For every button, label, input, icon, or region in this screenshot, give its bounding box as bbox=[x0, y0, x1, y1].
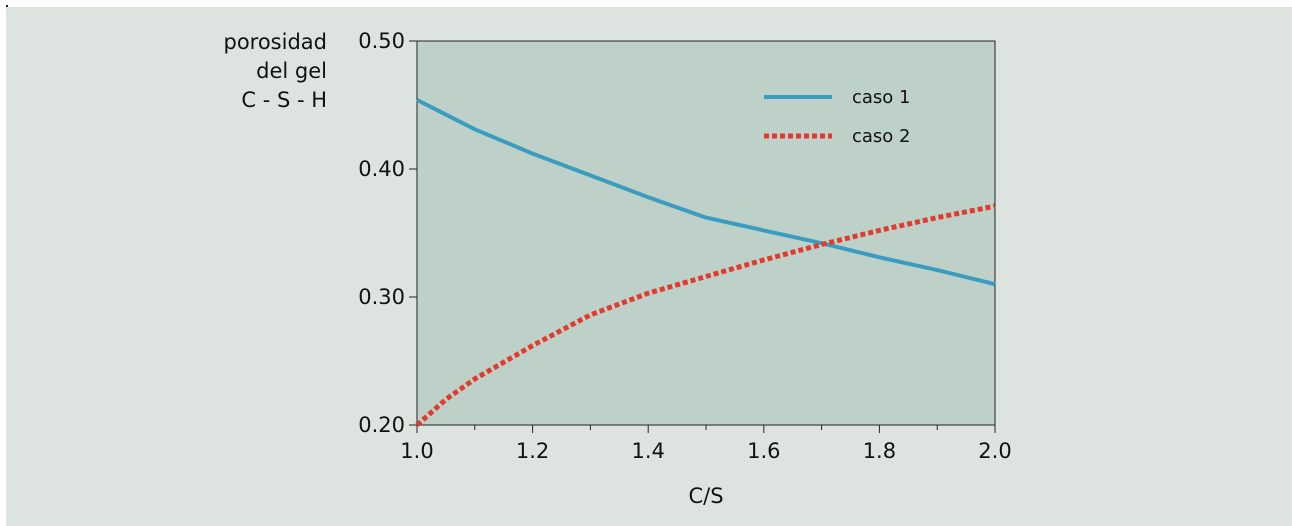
x-tick-label: 1.6 bbox=[747, 439, 780, 463]
y-axis-title: porosidad del gel C - S - H bbox=[223, 30, 327, 112]
x-tick-label: 1.0 bbox=[400, 439, 433, 463]
y-axis-title-line-3: C - S - H bbox=[241, 88, 327, 112]
series-layer bbox=[415, 98, 996, 427]
series-line-caso-1 bbox=[416, 98, 996, 287]
y-tick-label: 0.30 bbox=[358, 285, 405, 309]
legend-label-caso-2: caso 2 bbox=[852, 126, 911, 147]
plot-area bbox=[416, 40, 996, 426]
legend-label-caso-1: caso 1 bbox=[852, 87, 911, 108]
x-axis-title: C/S bbox=[688, 484, 723, 508]
x-tick-label: 1.2 bbox=[516, 439, 549, 463]
x-tick-label: 1.8 bbox=[863, 439, 896, 463]
axes: 0.20 0.30 0.40 0.50 1.0 1.2 1.4 1.6 1.8 2.0 bbox=[358, 29, 1011, 463]
x-tick-label: 1.4 bbox=[631, 439, 664, 463]
y-axis-title-line-2: del gel bbox=[256, 59, 327, 83]
y-tick-label: 0.20 bbox=[358, 413, 405, 437]
x-tick-label: 2.0 bbox=[978, 439, 1011, 463]
series-line-caso-2 bbox=[415, 203, 996, 427]
y-axis-title-line-1: porosidad bbox=[223, 30, 327, 54]
corner-dot bbox=[6, 5, 8, 7]
y-tick-label: 0.50 bbox=[358, 29, 405, 53]
legend: caso 1 caso 2 bbox=[764, 87, 911, 147]
y-tick-label: 0.40 bbox=[358, 157, 405, 181]
